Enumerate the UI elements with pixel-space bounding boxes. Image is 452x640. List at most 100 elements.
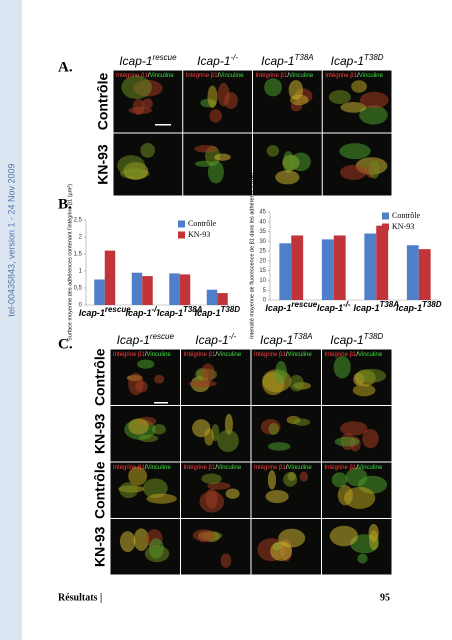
bar: [142, 276, 153, 305]
y-tick-label: 30: [259, 239, 266, 245]
cell: [339, 164, 367, 180]
column-header: Icap-1rescue: [119, 53, 177, 69]
y-tick-label: 0: [79, 303, 83, 309]
x-tick-label: Icap-1-/-: [317, 300, 351, 314]
label-base: Icap-1: [353, 303, 379, 313]
stain-second: Vinculine: [149, 73, 174, 79]
cell: [201, 363, 215, 383]
panel-label: B.: [58, 196, 72, 212]
column-header: Icap-1-/-: [195, 332, 236, 348]
label-base: Icap-1: [194, 308, 220, 318]
cell: [144, 545, 170, 563]
stain-first: Intégrine β1: [325, 352, 357, 358]
y-axis-title: Intensité moyenne de fluorescence de β1 …: [249, 173, 255, 339]
y-tick-label: 15: [259, 268, 266, 274]
stain-caption: Intégrine β1/Vinculine: [254, 352, 312, 358]
cell: [275, 170, 300, 185]
cell: [214, 153, 231, 161]
cell: [266, 145, 280, 157]
y-tick-label: 45: [259, 210, 266, 216]
bar: [406, 245, 419, 300]
cell: [339, 421, 368, 436]
cell: [207, 482, 231, 490]
scale-bar: [155, 124, 171, 126]
x-tick-label: Icap-1T38D: [194, 305, 240, 319]
stain-sep: /: [356, 352, 358, 358]
cell: [205, 488, 218, 509]
cell: [151, 424, 166, 435]
x-tick-label: Icap-1rescue: [265, 300, 317, 314]
label-sup: -/-: [231, 53, 239, 62]
cell: [293, 418, 311, 426]
bar: [333, 235, 346, 300]
column-header: Icap-1T38A: [261, 53, 313, 69]
cell: [265, 489, 289, 504]
row-label: KN-93: [92, 526, 108, 567]
stain-caption: Intégrine β1/Vinculine: [113, 352, 171, 358]
cell: [207, 85, 218, 109]
bar: [94, 279, 105, 305]
y-tick-label: 1: [79, 269, 83, 275]
legend-label: Contrôle: [392, 211, 420, 220]
stain-caption: Intégrine β1/Vinculine: [325, 73, 383, 79]
x-tick-label: Icap-1rescue: [79, 305, 131, 319]
column-header: Icap-1-/-: [197, 53, 238, 69]
cell: [362, 428, 379, 449]
stain-second: Vinculine: [287, 465, 312, 471]
stain-caption: Intégrine β1/Vinculine: [325, 352, 383, 358]
column-header: Icap-1T38D: [331, 53, 384, 69]
label-sup: T38A: [379, 300, 399, 309]
cell: [264, 78, 283, 97]
row-label: Contrôle: [92, 348, 108, 406]
micrograph: [110, 349, 180, 405]
label-base: Icap-1: [117, 333, 150, 347]
stain-second: Vinculine: [217, 465, 242, 471]
stain-first: Intégrine β1: [116, 73, 148, 79]
stain-sep: /: [215, 352, 217, 358]
column-header: Icap-1rescue: [117, 332, 175, 348]
cell: [270, 541, 293, 561]
label-sup: rescue: [150, 332, 175, 341]
label-base: Icap-1: [119, 54, 152, 68]
stain-first: Intégrine β1: [325, 73, 357, 79]
row-label: Contrôle: [95, 73, 111, 131]
cell: [351, 80, 367, 93]
legend-swatch: [178, 220, 185, 228]
cell: [201, 473, 222, 484]
label-base: Icap-1: [157, 308, 183, 318]
row-label: KN-93: [92, 413, 108, 454]
stain-caption: Intégrine β1/Vinculine: [116, 73, 174, 79]
stain-first: Intégrine β1: [325, 465, 357, 471]
stain-sep: /: [218, 73, 220, 79]
stain-second: Vinculine: [359, 73, 384, 79]
x-tick-label: Icap-1T38A: [157, 305, 203, 319]
cell: [121, 75, 152, 100]
stain-second: Vinculine: [358, 465, 383, 471]
y-tick-label: 1,5: [74, 252, 83, 258]
cell: [359, 91, 389, 109]
cell: [154, 374, 165, 384]
cell: [204, 428, 214, 446]
label-sup: T38D: [364, 332, 384, 341]
label-base: Icap-1: [330, 333, 363, 347]
cell: [357, 553, 368, 564]
watermark: tel-00435843, version 1 - 24 Nov 2009: [6, 163, 16, 316]
cell: [268, 442, 291, 451]
stain-sep: /: [286, 465, 288, 471]
cell: [289, 374, 304, 392]
cell: [267, 470, 277, 490]
stain-caption: Intégrine β1/Vinculine: [184, 465, 242, 471]
cell: [224, 92, 238, 110]
label-sup: -/-: [343, 300, 351, 309]
cell: [135, 380, 148, 393]
cell: [146, 493, 177, 504]
cell: [282, 150, 294, 174]
cell: [331, 472, 348, 488]
stain-first: Intégrine β1: [254, 465, 286, 471]
label-base: Icap-1: [79, 308, 105, 318]
cell: [117, 155, 146, 177]
bar: [376, 225, 389, 300]
stain-caption: Intégrine β1/Vinculine: [186, 73, 244, 79]
label-sup: rescue: [153, 53, 178, 62]
